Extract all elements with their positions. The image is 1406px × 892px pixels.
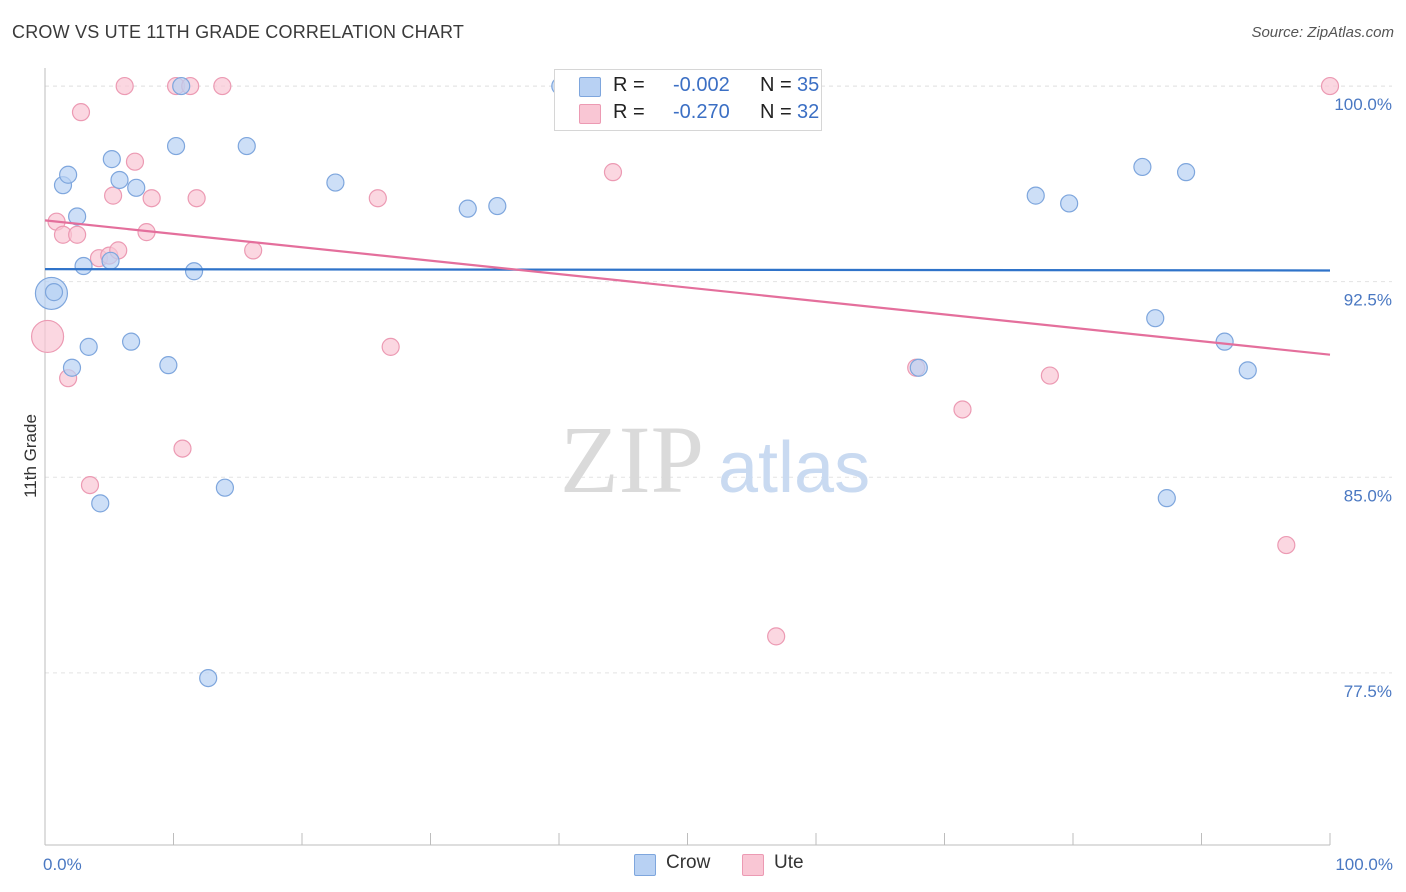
x-tick-label: 0.0% [43,855,82,874]
ute-point [1040,366,1059,385]
y-tick-label: 92.5% [1344,291,1392,310]
crow-point [1026,186,1045,205]
ute-point [104,186,123,205]
legend-r-value: -0.002 [673,74,730,96]
watermark-zip: ZIP [560,406,704,513]
crow-point [74,256,93,276]
data-points [30,76,1340,688]
y-tick-label: 85.0% [1344,486,1392,505]
ute-trend-line [44,219,1331,356]
crow-point [44,283,64,302]
y-axis-label: 11th Grade [21,414,40,498]
crow-point [1157,489,1176,508]
crow-point [59,165,78,184]
crow-point [127,178,146,197]
ute-point [68,225,87,244]
source-label: Source: ZipAtlas.com [1251,24,1394,41]
stats-legend: R = -0.002 N = 35 R = -0.270 N = 32 [554,69,822,131]
crow-point [102,150,121,169]
ute-point [953,400,972,419]
crow-trend-line [44,268,1331,272]
crow-point [1146,309,1165,328]
crow-point [1176,163,1196,182]
crow-point [1133,157,1152,177]
crow-point [79,337,98,356]
ute-point [125,152,145,171]
legend-r-value: -0.270 [673,101,730,123]
crow-point [237,136,256,156]
ute-point [603,163,623,182]
legend-n-label: N = [760,101,792,123]
ute-point [187,189,206,208]
crow-point [1215,332,1234,351]
crow-swatch [579,77,601,97]
crow-point [110,170,129,190]
trend-lines [44,219,1331,356]
legend-r-label: R = [613,101,645,123]
ute-point [213,76,232,96]
watermark-atlas: atlas [718,428,870,508]
ute-point [244,241,263,260]
crow-point [1060,194,1079,213]
ute-point [381,337,400,356]
crow-point [458,199,477,218]
y-tick-label: 100.0% [1334,95,1392,114]
y-tick-label: 77.5% [1344,682,1392,701]
legend-n-label: N = [760,74,792,96]
ute-swatch [579,104,601,124]
chart-title: CROW VS UTE 11TH GRADE CORRELATION CHART [12,22,465,42]
crow-point [159,356,178,375]
ute-point [173,439,192,458]
crow-point [909,358,928,377]
crow-point [199,668,218,688]
ute-point [30,319,65,354]
x-tick-label: 100.0% [1335,855,1393,874]
ute-legend-swatch [742,854,764,876]
ute-point [1320,76,1340,96]
crow-point [215,478,234,497]
legend-r-label: R = [613,74,645,96]
crow-point [1238,361,1257,380]
ute-legend-label: Ute [774,852,804,873]
ute-point [142,189,161,208]
ute-point [368,189,387,208]
crow-point [184,262,204,281]
crow-point [326,173,345,192]
tick-labels: 100.0% 92.5% 85.0% 77.5% 0.0% 100.0% [43,95,1393,874]
ute-point [71,103,91,122]
crow-point [172,76,191,96]
crow-point [101,251,120,270]
watermark: ZIP atlas [560,406,870,513]
crow-point [68,207,87,226]
axes [44,68,1331,846]
crow-point [488,196,507,216]
ute-point [1277,535,1296,555]
crow-point [121,332,141,351]
crow-point [62,358,82,377]
ute-point [115,76,134,96]
crow-legend-swatch [634,854,656,876]
legend-n-value: 32 [797,101,820,123]
crow-point [91,494,110,513]
legend-n-value: 35 [797,74,820,96]
crow-point [166,136,186,156]
crow-legend-label: Crow [666,852,711,873]
ute-point [767,627,786,646]
ute-point [80,475,100,495]
